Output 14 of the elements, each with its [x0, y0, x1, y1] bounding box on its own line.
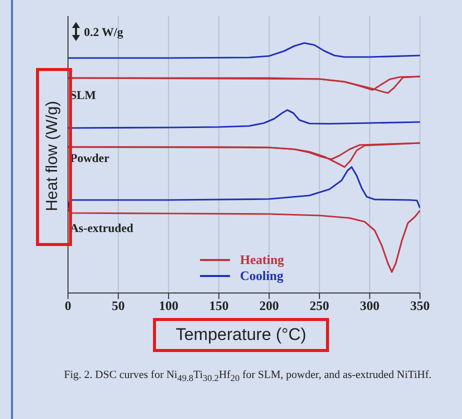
legend-label: Cooling	[240, 268, 284, 284]
annotation: As-extruded	[70, 221, 134, 236]
text: 0.2 W/g	[84, 25, 124, 40]
legend-label: Heating	[240, 252, 284, 268]
x-tick-label: 100	[158, 298, 178, 314]
x-tick-label: 50	[112, 298, 125, 314]
x-tick-label: 0	[64, 298, 72, 314]
x-tick-label: 150	[209, 298, 229, 314]
x-tick-label: 350	[410, 298, 430, 314]
x-tick-label: 300	[360, 298, 380, 314]
caption: Fig. 2. DSC curves for Ni$_{49.8}$Ti$_{30.2}$Hf$_{20}$ for SLM, powder, and as-extruded NiTiHf.	[64, 369, 433, 384]
y-axis-title: Heat flow (W/g)	[44, 100, 62, 212]
x-tick-label: 200	[259, 298, 279, 314]
x-tick-label: 250	[310, 298, 330, 314]
